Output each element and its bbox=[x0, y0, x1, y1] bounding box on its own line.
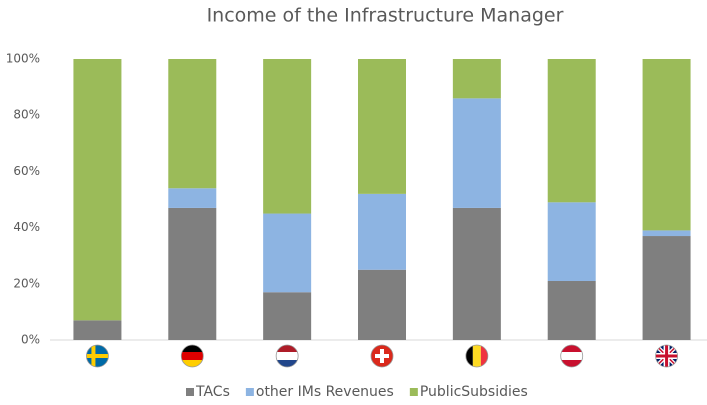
bar-segment bbox=[73, 59, 122, 321]
flag-part bbox=[655, 354, 678, 358]
flag-part bbox=[181, 352, 204, 360]
y-tick-label: 0% bbox=[21, 333, 40, 347]
bar-segment bbox=[168, 188, 217, 208]
flag-part bbox=[276, 360, 299, 367]
flag-part bbox=[181, 345, 204, 352]
y-tick-label: 60% bbox=[13, 164, 40, 178]
y-tick-label: 80% bbox=[13, 108, 40, 122]
flag-part bbox=[560, 352, 583, 360]
flag-icon bbox=[276, 345, 299, 367]
bar-segment bbox=[642, 236, 691, 340]
legend-marker bbox=[245, 388, 254, 396]
bar-segment bbox=[547, 280, 596, 340]
flag-icon bbox=[86, 345, 109, 367]
y-tick-label: 40% bbox=[13, 220, 40, 234]
flag-part bbox=[465, 345, 473, 367]
flag-rim bbox=[86, 344, 109, 368]
flag-icon bbox=[465, 345, 488, 367]
flag-rim bbox=[655, 344, 678, 368]
legend-marker bbox=[409, 388, 418, 396]
bar-segment bbox=[452, 98, 501, 208]
flag-part bbox=[375, 354, 389, 358]
legend-marker bbox=[186, 388, 194, 396]
flag-rim bbox=[180, 344, 204, 368]
flag-part bbox=[560, 345, 583, 352]
flag-part bbox=[560, 360, 583, 367]
bar-segment bbox=[263, 292, 312, 340]
flag-part bbox=[276, 345, 299, 352]
bar-segment bbox=[358, 59, 406, 194]
flag-part bbox=[472, 345, 481, 367]
bar-segment bbox=[547, 202, 596, 281]
bar-segment bbox=[358, 269, 406, 340]
flag-icon bbox=[181, 345, 204, 367]
bar-segment bbox=[263, 59, 312, 214]
y-tick-label: 20% bbox=[13, 276, 40, 290]
flag-part bbox=[181, 360, 204, 367]
y-tick-label: 100% bbox=[6, 52, 40, 66]
flag-rim bbox=[370, 344, 394, 368]
bar-segment bbox=[547, 59, 596, 203]
flag-icon bbox=[560, 345, 583, 367]
legend-label: other IMs Revenues bbox=[256, 384, 394, 400]
bar-segment bbox=[168, 59, 217, 189]
bar-segment bbox=[642, 59, 691, 231]
bar-segment bbox=[452, 59, 501, 99]
chart-title: Income of the Infrastructure Manager bbox=[207, 5, 564, 27]
bar-segment bbox=[263, 213, 312, 293]
legend-label: TACs bbox=[195, 384, 230, 400]
flag-part bbox=[480, 345, 488, 367]
flag-rim bbox=[275, 344, 299, 368]
legend-label: PublicSubsidies bbox=[420, 384, 528, 400]
flag-icon bbox=[371, 345, 393, 367]
bar-segment bbox=[168, 207, 217, 340]
flag-part bbox=[86, 354, 109, 358]
bar-segment bbox=[452, 207, 501, 340]
bar-segment bbox=[73, 320, 122, 340]
bar-segment bbox=[358, 193, 406, 270]
flag-part bbox=[276, 352, 299, 360]
flag-rim bbox=[560, 344, 584, 368]
bar-segment bbox=[642, 230, 691, 237]
flag-rim bbox=[465, 344, 489, 368]
